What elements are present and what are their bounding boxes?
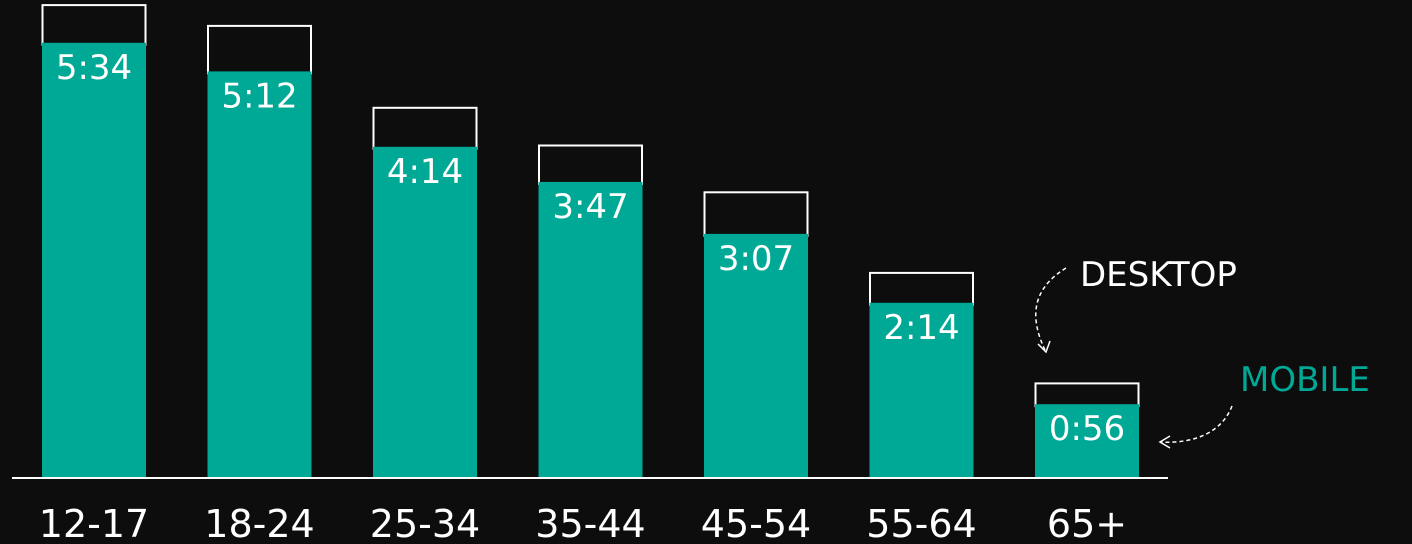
x-tick-label: 45-54	[701, 502, 811, 544]
bars-group: 5:34 5:12 4:14 3:47 3:07 2:14 0:56	[41, 4, 1140, 478]
desktop-bar-12-17	[41, 4, 147, 46]
legend-desktop-arrow	[1035, 267, 1067, 353]
desktop-bar-55-64	[869, 271, 974, 306]
legend-desktop-label: DESKTOP	[1080, 255, 1237, 295]
mobile-bar-45-54	[704, 233, 808, 477]
x-tick-label: 65+	[1047, 502, 1127, 544]
x-tick-label: 18-24	[204, 502, 314, 544]
bar-value-label: 5:12	[221, 76, 297, 116]
mobile-bar-35-44	[538, 181, 643, 477]
legend-mobile-arrow	[1159, 405, 1233, 443]
mobile-bar-18-24	[207, 71, 312, 478]
desktop-bar-65+	[1034, 382, 1140, 408]
x-tick-label: 55-64	[866, 502, 976, 544]
mobile-bar-12-17	[42, 42, 146, 478]
bar-value-label: 0:56	[1049, 409, 1125, 449]
desktop-bar-18-24	[207, 24, 312, 75]
legend-mobile-arrowhead	[1158, 435, 1171, 449]
mobile-bar-55-64	[869, 302, 974, 477]
x-tick-label: 25-34	[370, 502, 480, 544]
bar-value-label: 3:47	[552, 187, 628, 227]
desktop-bar-35-44	[538, 144, 643, 185]
x-tick-label: 12-17	[39, 502, 149, 544]
mobile-bar-25-34	[373, 146, 477, 478]
legend-desktop-arrowhead	[1037, 340, 1051, 354]
bar-value-label: 4:14	[387, 152, 463, 192]
desktop-bar-45-54	[703, 191, 809, 237]
mobile-bar-65+	[1035, 404, 1139, 477]
desktop-bar-25-34	[372, 106, 478, 150]
bar-value-label: 3:07	[718, 239, 794, 279]
bar-value-label: 2:14	[883, 308, 959, 348]
legend-mobile-label: MOBILE	[1240, 360, 1370, 400]
x-tick-labels: 12-17 18-24 25-34 35-44 45-54 55-64 65+	[39, 502, 1127, 544]
x-tick-label: 35-44	[535, 502, 645, 544]
bar-value-label: 5:34	[56, 48, 132, 88]
